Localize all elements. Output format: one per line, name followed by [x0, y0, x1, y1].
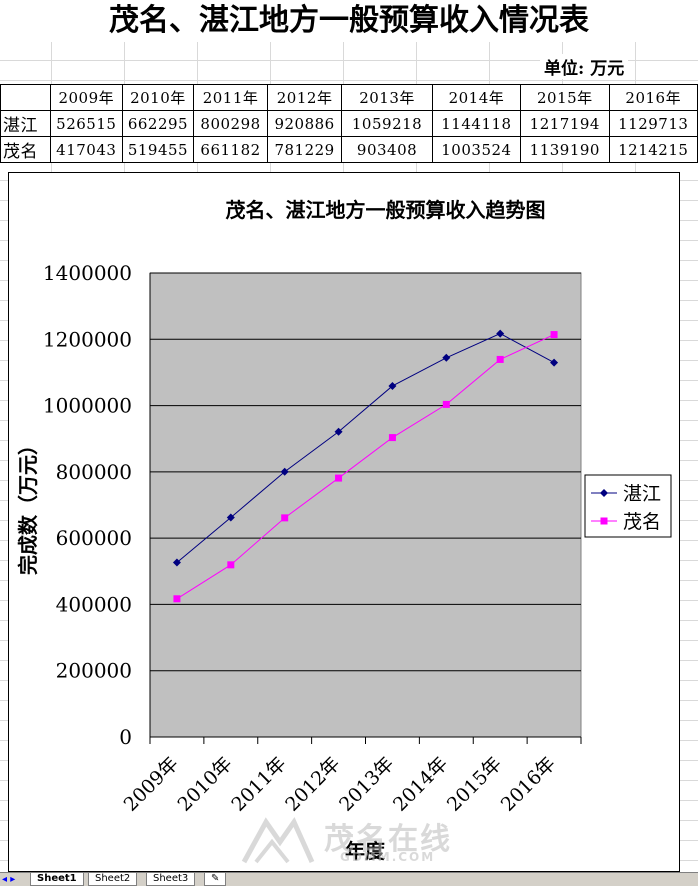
table-cell[interactable]: 1214215 — [608, 136, 698, 163]
table-cell[interactable]: 1129713 — [608, 110, 698, 137]
insert-sheet-tab[interactable]: ✎ — [204, 873, 227, 886]
y-tick-label: 400000 — [56, 592, 132, 616]
tab-sheet3[interactable]: Sheet3 — [146, 873, 196, 886]
data-point — [388, 381, 397, 390]
table-row-label[interactable]: 茂名 — [0, 136, 51, 163]
table-cell[interactable]: 417043 — [49, 136, 123, 163]
table-cell[interactable]: 1059218 — [341, 110, 433, 137]
data-table: 2009年 2010年 2011年 2012年 2013年 2014年 2015… — [0, 84, 698, 163]
data-point — [173, 595, 181, 603]
x-axis-title: 年度 — [345, 839, 386, 863]
legend-box — [584, 474, 672, 538]
y-tick-label: 1400000 — [43, 261, 132, 285]
x-tick-label: 2013年 — [335, 753, 398, 816]
y-tick-label: 0 — [119, 725, 132, 749]
table-row: 湛江 526515 662295 800298 920886 1059218 1… — [0, 110, 698, 137]
table-cell[interactable]: 661182 — [193, 136, 268, 163]
legend-swatch-marker — [600, 517, 608, 525]
data-point — [388, 434, 396, 442]
x-tick-label: 2009年 — [120, 753, 183, 816]
table-cell[interactable]: 1217194 — [520, 110, 610, 137]
y-axis-title: 完成数（万元） — [16, 435, 40, 575]
unit-label: 单位: 万元 — [540, 54, 629, 79]
legend-label: 湛江 — [623, 483, 661, 505]
sheet-tab-bar: ◂ ▸ Sheet1 Sheet2 Sheet3 ✎ — [0, 872, 698, 886]
y-tick-label: 200000 — [56, 659, 132, 683]
tab-scroll-arrows-icon[interactable]: ◂ ▸ — [2, 874, 16, 885]
table-cell[interactable]: 519455 — [121, 136, 195, 163]
table-cell[interactable]: 662295 — [121, 110, 195, 137]
table-header-cell[interactable]: 2011年 — [193, 84, 268, 111]
table-cell[interactable]: 800298 — [193, 110, 268, 137]
table-header-row: 2009年 2010年 2011年 2012年 2013年 2014年 2015… — [0, 84, 698, 111]
chart-object[interactable]: 0 200000 400000 600000 800000 1000000 1200000 1… — [8, 172, 680, 872]
y-tick-label: 1200000 — [43, 327, 132, 351]
x-tick-label: 2014年 — [389, 753, 452, 816]
data-point — [496, 355, 504, 363]
watermark-domain: GDMM.COM — [340, 850, 436, 864]
x-tick-label: 2011年 — [227, 753, 290, 816]
table-header-cell[interactable]: 2012年 — [266, 84, 343, 111]
watermark-brand: 茂名在线 — [324, 822, 452, 857]
table-cell[interactable]: 526515 — [49, 110, 123, 137]
data-point — [550, 358, 559, 367]
data-point — [442, 400, 450, 408]
table-header-cell[interactable]: 2010年 — [121, 84, 195, 111]
table-cell[interactable]: 903408 — [341, 136, 433, 163]
table-header-cell[interactable]: 2015年 — [520, 84, 610, 111]
table-cell[interactable]: 1139190 — [520, 136, 610, 163]
plot-area — [149, 272, 582, 738]
table-cell[interactable]: 1144118 — [431, 110, 522, 137]
series-line — [176, 333, 555, 563]
y-tick-label: 600000 — [56, 526, 132, 550]
table-header-cell[interactable]: 2009年 — [49, 84, 123, 111]
x-tick-label: 2012年 — [281, 753, 344, 816]
watermark-emblem — [241, 816, 315, 864]
y-tick-label: 800000 — [56, 460, 132, 484]
data-point — [550, 331, 558, 339]
x-tick-label: 2016年 — [497, 753, 560, 816]
chart-title: 茂名、湛江地方一般预算收入趋势图 — [226, 198, 546, 222]
data-point — [280, 467, 289, 476]
tab-sheet1[interactable]: Sheet1 — [30, 873, 84, 886]
legend-swatch-marker — [600, 489, 608, 497]
table-cell[interactable]: 920886 — [266, 110, 343, 137]
table-cell[interactable]: 1003524 — [431, 136, 522, 163]
data-point — [335, 474, 343, 482]
table-header-cell[interactable]: 2016年 — [608, 84, 698, 111]
sheet-title: 茂名、湛江地方一般预算收入情况表 — [0, 0, 698, 42]
line-chart: 0 200000 400000 600000 800000 1000000 1200000 1… — [16, 198, 672, 863]
table-row: 茂名 417043 519455 661182 781229 903408 10… — [0, 136, 698, 163]
data-point — [281, 514, 289, 522]
data-point — [496, 329, 505, 338]
x-tick-label: 2015年 — [443, 753, 506, 816]
x-tick-label: 2010年 — [174, 753, 237, 816]
table-header-cell[interactable]: 2014年 — [431, 84, 522, 111]
series-line — [176, 334, 555, 600]
table-cell[interactable]: 781229 — [266, 136, 343, 163]
table-row-label[interactable]: 湛江 — [0, 110, 51, 137]
y-tick-label: 1000000 — [43, 394, 132, 418]
tab-sheet2[interactable]: Sheet2 — [88, 873, 138, 886]
legend-label: 茂名 — [623, 511, 661, 533]
table-corner-cell[interactable] — [0, 84, 51, 111]
table-header-cell[interactable]: 2013年 — [341, 84, 433, 111]
watermark-logo: 茂名在线 GDMM.COM — [236, 812, 466, 868]
data-point — [172, 558, 181, 567]
data-point — [227, 561, 235, 569]
data-point — [226, 513, 235, 522]
data-point — [334, 427, 343, 436]
data-point — [442, 353, 451, 362]
